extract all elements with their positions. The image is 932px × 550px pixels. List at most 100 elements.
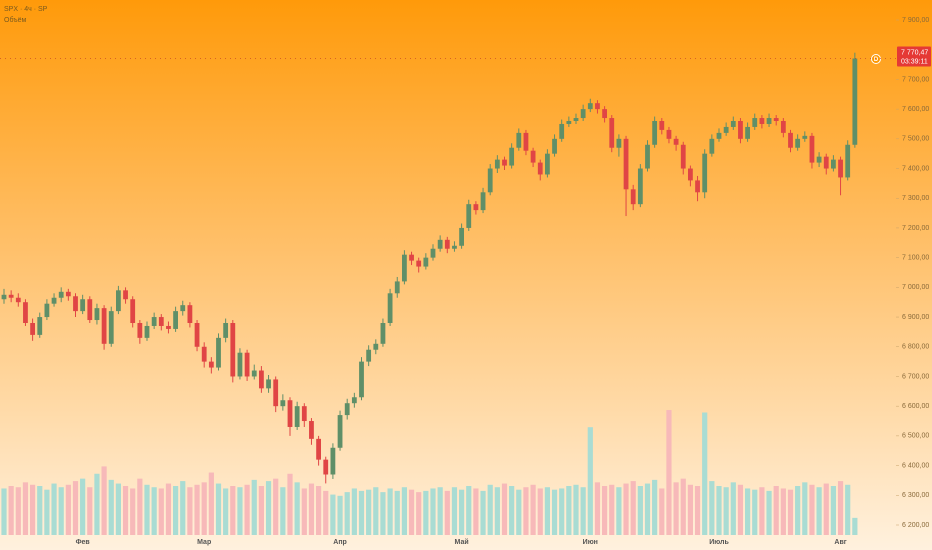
volume-bar <box>308 483 315 535</box>
candle-body <box>723 126 729 133</box>
dividend-icon[interactable] <box>871 54 881 64</box>
last-price-label: 7 770,47 <box>901 49 928 56</box>
candle-body <box>637 168 643 205</box>
candle-body <box>437 239 443 249</box>
volume-bar <box>80 478 86 535</box>
candle-body <box>602 109 607 119</box>
volume-bar <box>344 492 350 535</box>
volume-bar <box>323 490 329 535</box>
x-tick-label: Июль <box>709 539 729 546</box>
volume-bar <box>795 486 801 535</box>
candle-body <box>394 281 400 294</box>
candle-body <box>223 323 229 338</box>
candle-body <box>845 144 851 178</box>
volume-bar <box>366 489 372 535</box>
volume-bar <box>444 490 450 535</box>
volume-bar <box>487 484 493 535</box>
candle-body <box>287 400 293 427</box>
candle-body <box>773 118 779 121</box>
volume-bar <box>544 487 550 535</box>
volume-bar <box>173 486 179 535</box>
candle-body <box>709 138 715 154</box>
candle-body <box>351 397 357 404</box>
volume-bar <box>380 492 386 535</box>
volume-bar <box>566 486 572 535</box>
candle-body <box>37 317 43 335</box>
volume-bar <box>358 490 365 535</box>
volume-bar <box>659 488 665 535</box>
volume-bar <box>273 478 279 535</box>
volume-bar <box>201 482 207 535</box>
volume-bar <box>580 487 586 535</box>
volume-bar <box>51 483 57 535</box>
volume-bar <box>616 487 622 535</box>
candle-body <box>702 153 708 193</box>
candle-body <box>430 248 436 258</box>
volume-bar <box>809 484 815 535</box>
candle-body <box>137 323 143 338</box>
candle-body <box>58 291 64 298</box>
volume-bar <box>644 483 651 535</box>
candle-body <box>759 118 765 124</box>
candle-body <box>108 311 114 344</box>
candle-body <box>251 370 257 377</box>
y-tick-label: 6 700,00 <box>902 373 929 380</box>
candle-body <box>201 346 207 362</box>
candle-body <box>595 103 600 110</box>
volume-bar <box>802 482 808 535</box>
volume-bar <box>852 517 858 535</box>
volume-bar <box>401 487 407 535</box>
candles <box>1 52 858 484</box>
volume-bar <box>516 489 522 535</box>
candle-body <box>158 317 164 326</box>
candle-body <box>831 159 836 169</box>
candle-body <box>580 109 586 119</box>
candle-body <box>616 138 622 148</box>
volume-bar <box>694 486 701 535</box>
y-tick-label: 7 900,00 <box>902 17 929 24</box>
candle-body <box>216 337 221 368</box>
y-tick-label: 7 300,00 <box>902 195 929 202</box>
candle-body <box>151 317 157 326</box>
volume-bar <box>773 486 779 535</box>
volume-bar <box>459 489 465 535</box>
last-price-box <box>897 46 931 67</box>
y-tick-label: 6 800,00 <box>902 344 929 351</box>
x-tick-label: Фев <box>76 539 91 546</box>
candle-body <box>459 227 464 246</box>
candle-body <box>316 438 321 460</box>
volume-bar <box>630 481 636 535</box>
candle-body <box>480 192 486 211</box>
volume-bar <box>666 410 672 535</box>
volume-bar <box>723 487 729 535</box>
volume-bar <box>780 488 786 535</box>
candle-body <box>795 138 801 148</box>
volume-bar <box>151 487 157 535</box>
y-tick-label: 6 500,00 <box>902 433 929 440</box>
candle-body <box>609 118 615 148</box>
candle-body <box>816 156 822 163</box>
candle-body <box>752 118 758 127</box>
volume-bar <box>673 482 679 535</box>
candle-body <box>623 138 629 190</box>
volume-bar <box>752 489 758 535</box>
x-tick-label: Июн <box>583 539 598 546</box>
candle-body <box>309 421 314 439</box>
volume-bar <box>408 489 415 535</box>
countdown-label: 03:39:11 <box>901 58 928 65</box>
volume-bar <box>501 483 508 535</box>
volume-bar <box>816 487 822 535</box>
volume-bar <box>602 486 608 535</box>
candle-body <box>266 379 271 389</box>
volume-bar <box>837 481 844 535</box>
candle-body <box>144 325 150 338</box>
volume-bar <box>745 488 751 535</box>
candle-body <box>766 118 772 124</box>
volume-bar <box>687 484 693 535</box>
candle-body <box>259 370 264 389</box>
volume-bar <box>537 488 543 535</box>
volume-bar <box>8 486 14 535</box>
candle-body <box>244 352 250 377</box>
volume-bar <box>94 473 100 535</box>
